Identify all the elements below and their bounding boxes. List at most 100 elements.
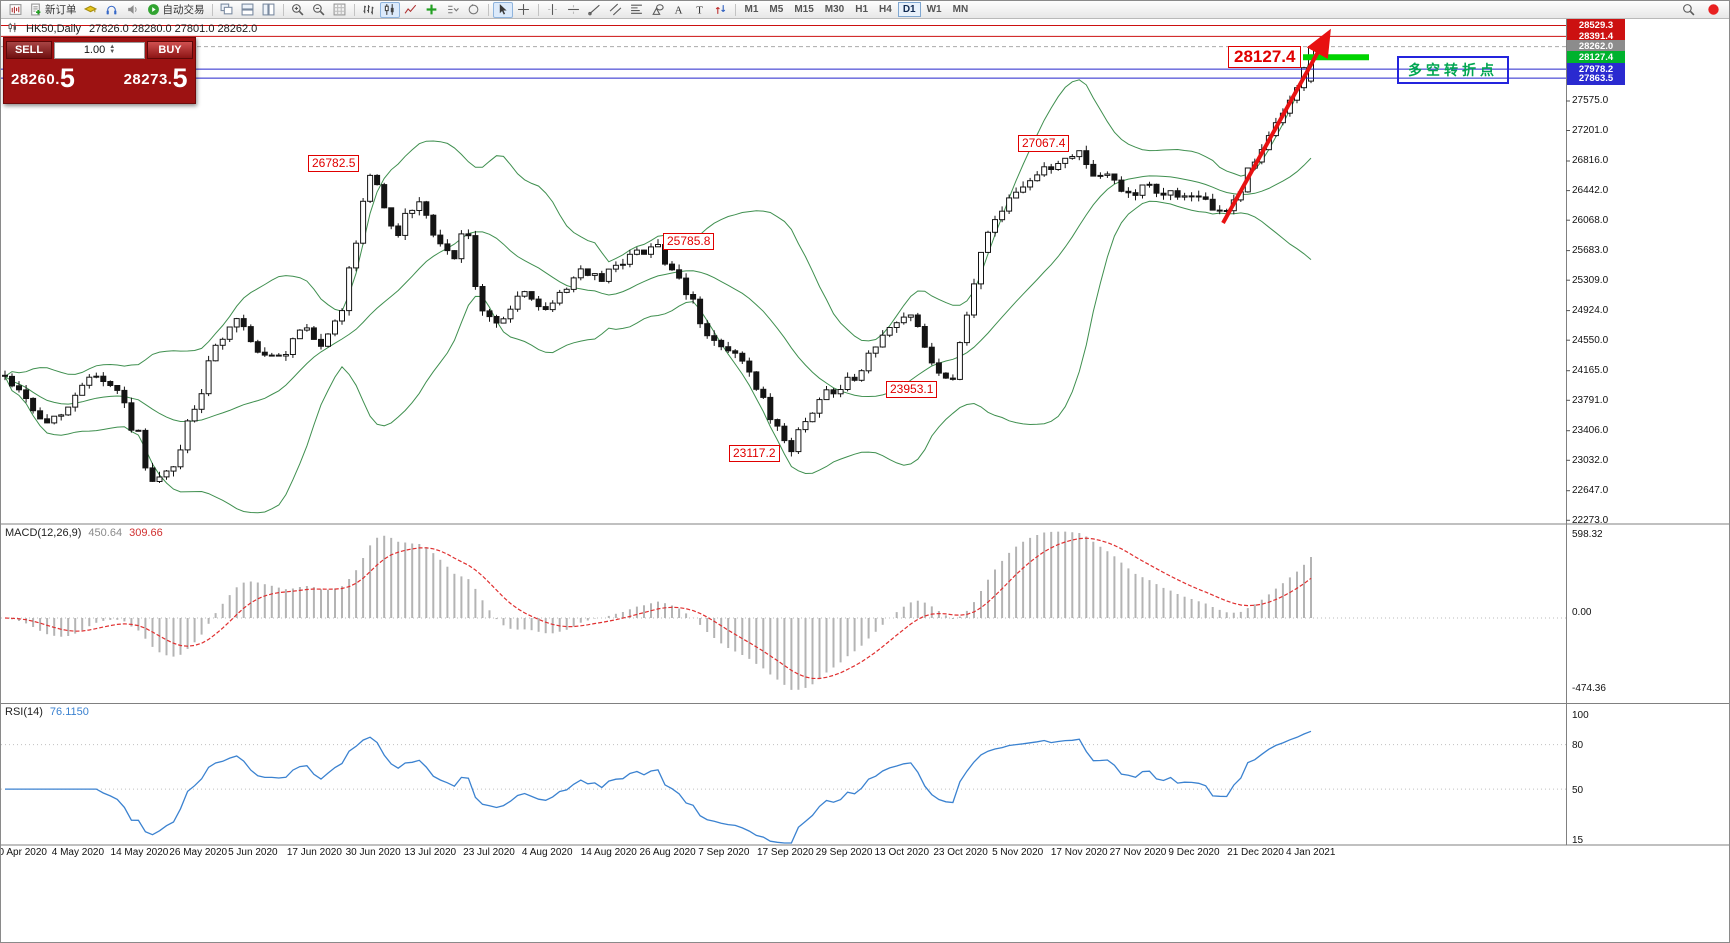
price-annotation[interactable]: 27067.4 [1018,135,1070,152]
date-label: 4 Aug 2020 [521,847,573,858]
market-icon[interactable] [102,2,122,18]
grid-icon[interactable] [330,2,350,18]
svg-text:A: A [675,4,683,16]
date-label: 29 Sep 2020 [815,847,873,858]
bar-chart-icon[interactable] [359,2,379,18]
timeframe-m30-button[interactable]: M30 [824,4,845,15]
timeframe-m5-button[interactable]: M5 [769,4,784,15]
macd-signal-value: 309.66 [129,527,163,539]
timeframe-h4-button[interactable]: H4 [879,4,892,15]
date-label: 9 Dec 2020 [1168,847,1220,858]
volume-input[interactable]: 1.00 ▲ ▼ [54,41,145,59]
sell-button[interactable]: SELL [6,41,52,59]
price-tick: 27575.0 [1572,95,1609,107]
price-annotation[interactable]: 26782.5 [308,155,360,172]
shapes-icon[interactable] [648,2,668,18]
price-badge: 28127.4 [1567,50,1625,64]
date-label: 23 Oct 2020 [933,847,988,858]
date-label: 5 Jun 2020 [228,847,278,858]
price-annotation[interactable]: 23117.2 [729,445,780,462]
toolbar-separator [353,3,355,16]
fibonacci-icon[interactable] [627,2,647,18]
timeframe-h1-button[interactable]: H1 [855,4,869,15]
price-tick: 27201.0 [1572,125,1609,137]
templates-icon[interactable] [464,2,484,18]
price-annotation[interactable]: 25785.8 [663,233,715,250]
macd-label: MACD(12,26,9) 450.64 309.66 [5,527,163,539]
metaeditor-icon[interactable] [81,2,101,18]
crosshair-icon[interactable] [514,2,534,18]
cursor-icon[interactable] [492,1,513,18]
toolbar-separator [282,3,284,16]
price-badge: 28262.0 [1567,40,1625,54]
buy-button[interactable]: BUY [147,41,193,59]
symbol-label: HK50,Daily [26,23,82,35]
macd-axis-label: -474.36 [1572,683,1606,694]
price-badge: 27863.5 [1567,71,1625,85]
timeframe-m15-button[interactable]: M15 [794,4,814,15]
price-tick: 24550.0 [1572,334,1609,346]
volume-spinner[interactable]: ▲ ▼ [109,44,116,55]
tile-windows-icon[interactable] [217,2,237,18]
alerts-icon[interactable] [123,2,143,18]
line-chart-icon[interactable] [401,2,421,18]
tile-vertical-icon[interactable] [259,2,279,18]
text-icon[interactable]: A [669,2,689,18]
date-label: 26 Aug 2020 [639,847,696,858]
trendline-icon[interactable] [585,2,605,18]
date-label: 27 Nov 2020 [1109,847,1167,858]
toolbar-separator [537,3,539,16]
label-icon[interactable]: T [690,2,710,18]
ohlc-values: 27826.0 28280.0 27801.0 28262.0 [89,23,258,35]
date-label: 7 Sep 2020 [698,847,750,858]
price-tick: 22647.0 [1572,485,1609,497]
price-tick: 23791.0 [1572,394,1609,406]
price-tick: 23032.0 [1572,454,1609,466]
new-order-button[interactable]: 新订单 [26,2,80,18]
timeframe-w1-button[interactable]: W1 [926,4,942,15]
notification-icon[interactable] [1703,2,1723,18]
rsi-value: 76.1150 [49,706,89,718]
price-tick: 26442.0 [1572,185,1609,197]
search-icon[interactable] [1678,2,1698,18]
date-label: 5 Nov 2020 [992,847,1044,858]
zoom-in-icon[interactable] [288,2,308,18]
timeframe-m1-button[interactable]: M1 [744,4,759,15]
toolbar-separator [211,3,213,16]
price-annotation[interactable]: 28127.4 [1228,46,1302,68]
date-label: 13 Oct 2020 [874,847,930,858]
date-label: 14 Aug 2020 [580,847,637,858]
candlestick-chart-icon[interactable] [379,1,400,18]
macd-main-value: 450.64 [88,527,123,539]
autotrading-button[interactable]: 自动交易 [144,2,208,18]
indicators-icon[interactable] [422,2,442,18]
zoom-out-icon[interactable] [309,2,329,18]
note-box[interactable]: 多空转折点 [1397,56,1509,84]
indicator-dropdown-icon[interactable] [443,2,463,18]
price-chart-area[interactable] [1,19,1566,524]
price-badge: 28391.4 [1567,29,1625,43]
price-annotation[interactable]: 23953.1 [886,381,938,398]
vertical-line-icon[interactable] [543,2,563,18]
rsi-axis-label: 50 [1572,785,1584,796]
tile-horizontal-icon[interactable] [238,2,258,18]
date-label: 4 May 2020 [51,847,105,858]
macd-axis-label: 598.32 [1572,529,1603,540]
horizontal-line-icon[interactable] [564,2,584,18]
date-label: 17 Jun 2020 [286,847,342,858]
price-tick: 23406.0 [1572,425,1609,437]
rsi-axis-label: 15 [1572,835,1584,846]
toolbar-separator [487,3,489,16]
channel-icon[interactable] [606,2,626,18]
date-label: 17 Nov 2020 [1050,847,1108,858]
arrows-icon[interactable] [711,2,731,18]
rsi-axis-label: 80 [1572,740,1584,751]
new-chart-icon[interactable] [5,2,25,18]
timeframe-d1-button[interactable]: D1 [897,2,921,17]
svg-text:T: T [696,4,703,16]
price-tick: 25683.0 [1572,245,1609,257]
date-label: 26 May 2020 [169,847,228,858]
date-label: 30 Jun 2020 [345,847,401,858]
timeframe-mn-button[interactable]: MN [952,4,969,15]
